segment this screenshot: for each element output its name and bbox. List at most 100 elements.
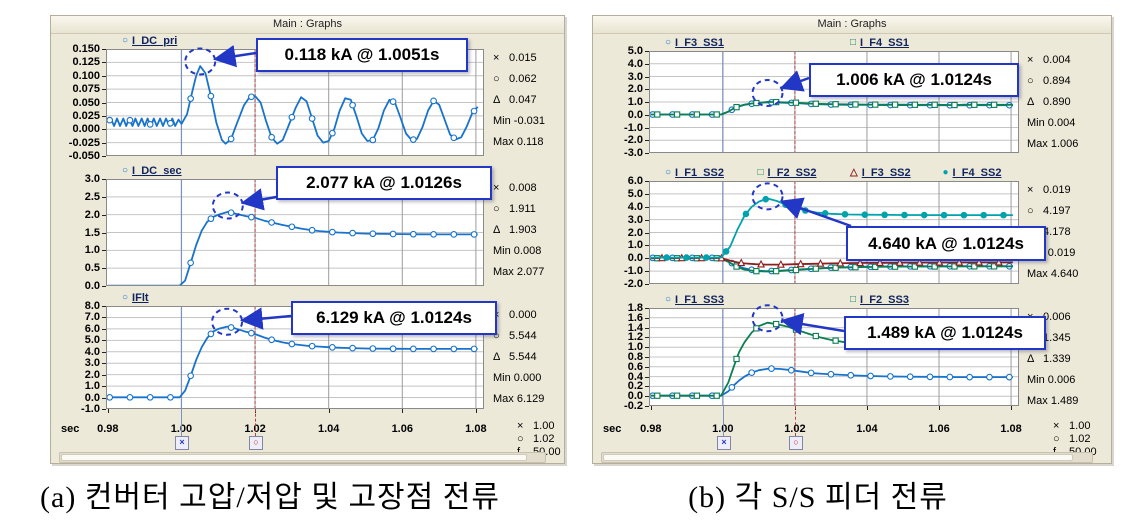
stat-symbol: ○	[1053, 433, 1060, 445]
figure-caption-b: (b) 각 S/S 피더 전류	[688, 481, 948, 514]
stat-value: 1.02	[530, 433, 555, 445]
y-tick-label: 0.000	[72, 123, 100, 136]
y-tick-label: 8.0	[84, 300, 100, 312]
cursor-drop-line	[181, 409, 182, 436]
x-tick-label: 1.04	[317, 423, 340, 435]
legend-item-I_F2_SS3[interactable]: □ I_F2_SS3	[834, 293, 1019, 307]
legend-item-IFlt[interactable]: ○ IFlt	[106, 291, 484, 305]
cursor-marker-o[interactable]: ○	[789, 436, 803, 450]
stat-symbol: ○	[493, 330, 500, 342]
y-tick-label: 0.150	[72, 43, 100, 55]
legend-item-I_F1_SS3[interactable]: ○ I_F1_SS3	[649, 293, 834, 307]
stat-symbol: ○	[493, 203, 500, 215]
y-tick-mark	[645, 181, 649, 182]
stat-value: 0.004	[1040, 54, 1071, 66]
trace-stat-max: Max 1.006	[1027, 138, 1078, 150]
y-tick-label: 0.0	[627, 108, 643, 121]
y-tick-label: 0.5	[84, 262, 100, 275]
trace-stat-min: Min 0.000	[493, 372, 541, 384]
legend-item-I_F4_SS1[interactable]: □ I_F4_SS1	[834, 36, 1019, 50]
horizontal-scrollbar[interactable]	[59, 452, 546, 463]
legend-item-I_F1_SS2[interactable]: ○ I_F1_SS2	[649, 166, 742, 180]
legend-item-I_DC_pri[interactable]: ○ I_DC_pri	[106, 34, 484, 48]
x-tick-mark	[402, 409, 403, 413]
legend-item-I_F4_SS2[interactable]: ● I_F4_SS2	[927, 166, 1020, 180]
trace-stat-min: Min 0.004	[1027, 117, 1075, 129]
annotation-label: 1.489 kA @ 1.0124s	[867, 323, 1023, 342]
y-tick-mark	[102, 156, 106, 157]
y-tick-mark	[102, 49, 106, 50]
y-tick-mark	[645, 140, 649, 141]
stat-symbol: Δ	[493, 224, 501, 236]
scrollbar-thumb[interactable]	[603, 454, 1073, 461]
stat-symbol: Min	[1027, 117, 1045, 129]
y-tick-label: 1.6	[627, 311, 643, 324]
y-tick-mark	[645, 337, 649, 338]
annotation-callout: 1.006 kA @ 1.0124s	[809, 63, 1019, 97]
trace-stat-min: Min 0.008	[493, 245, 541, 257]
y-tick-label: 0.050	[72, 96, 100, 109]
stat-value: 4.178	[1040, 226, 1071, 238]
legend-item-I_F3_SS2[interactable]: △ I_F3_SS2	[834, 166, 927, 180]
figure-caption-a: (a) 컨버터 고압/저압 및 고장점 전류	[40, 481, 500, 514]
trace-stat-○: ○ 1.911	[493, 203, 536, 215]
window-titlebar[interactable]: Main : Graphs	[593, 16, 1111, 34]
stat-value: 0.015	[506, 52, 537, 64]
y-tick-label: 0.0	[627, 252, 643, 265]
annotation-callout: 4.640 kA @ 1.0124s	[846, 226, 1046, 261]
y-tick-mark	[645, 406, 649, 407]
legend-item-I_F3_SS1[interactable]: ○ I_F3_SS1	[649, 36, 834, 50]
y-tick-label: 1.4	[627, 321, 643, 334]
y-tick-mark	[102, 76, 106, 77]
y-tick-mark	[645, 233, 649, 234]
stat-symbol: ×	[517, 420, 524, 432]
legend-label: I_F4_SS2	[952, 167, 1002, 179]
trace-stat-max: Max 0.118	[493, 136, 544, 148]
y-tick-label: 2.5	[84, 190, 100, 203]
y-tick-mark	[102, 89, 106, 90]
stat-value: 0.019	[1044, 247, 1076, 259]
cursor-marker-x[interactable]: ×	[175, 436, 189, 450]
y-tick-mark	[102, 215, 106, 216]
horizontal-scrollbar[interactable]	[601, 452, 1093, 463]
y-tick-label: 5.0	[84, 334, 100, 347]
y-tick-label: 0.025	[72, 109, 100, 122]
legend-row: ○ I_F1_SS2 □ I_F2_SS2 △ I_F3_SS2 ● I_F4_SS2	[649, 166, 1019, 180]
y-tick-label: 3.0	[84, 173, 100, 185]
stat-value: 0.047	[506, 94, 537, 106]
cursor-marker-o[interactable]: ○	[249, 436, 263, 450]
y-tick-label: 1.8	[627, 302, 643, 314]
y-tick-mark	[102, 179, 106, 180]
stat-value: 1.00	[1066, 420, 1091, 432]
y-tick-label: 0.4	[627, 370, 643, 383]
stat-symbol: Min	[493, 245, 511, 257]
window-titlebar[interactable]: Main : Graphs	[51, 16, 564, 34]
annotation-label: 4.640 kA @ 1.0124s	[868, 233, 1024, 253]
stat-value: 1.489	[1047, 395, 1079, 407]
x-tick-label: 1.00	[712, 423, 734, 435]
stat-value: 6.129	[513, 393, 545, 405]
trace-stat-○: ○ 0.062	[493, 73, 537, 85]
stat-symbol: ○	[1027, 75, 1034, 87]
y-tick-label: -0.025	[68, 136, 100, 149]
trace-stat-min: Min -0.031	[493, 115, 545, 127]
legend-item-I_DC_sec[interactable]: ○ I_DC_sec	[106, 164, 484, 178]
trace-stat-δ: Δ 0.890	[1027, 96, 1071, 108]
legend-item-I_F2_SS2[interactable]: □ I_F2_SS2	[742, 166, 835, 180]
legend-label: I_F3_SS2	[861, 167, 911, 179]
y-tick-label: 1.2	[627, 331, 643, 344]
stat-symbol: Δ	[493, 351, 501, 363]
trace-stat-max: Max 1.489	[1027, 395, 1078, 407]
stat-symbol: ×	[493, 52, 500, 64]
stat-symbol: ×	[493, 182, 500, 194]
stat-value: 1.339	[1040, 353, 1071, 365]
trace-stat-○: ○ 5.544	[493, 330, 537, 342]
scrollbar-thumb[interactable]	[61, 454, 527, 461]
x-tick-mark	[329, 409, 330, 413]
x-axis-unit: sec	[61, 423, 80, 435]
stat-value: 1.911	[506, 203, 536, 215]
stat-symbol: Min	[1027, 374, 1045, 386]
cursor-marker-x[interactable]: ×	[717, 436, 731, 450]
window-title: Main : Graphs	[817, 18, 887, 30]
legend-row: ○ I_F1_SS3 □ I_F2_SS3	[649, 293, 1019, 307]
